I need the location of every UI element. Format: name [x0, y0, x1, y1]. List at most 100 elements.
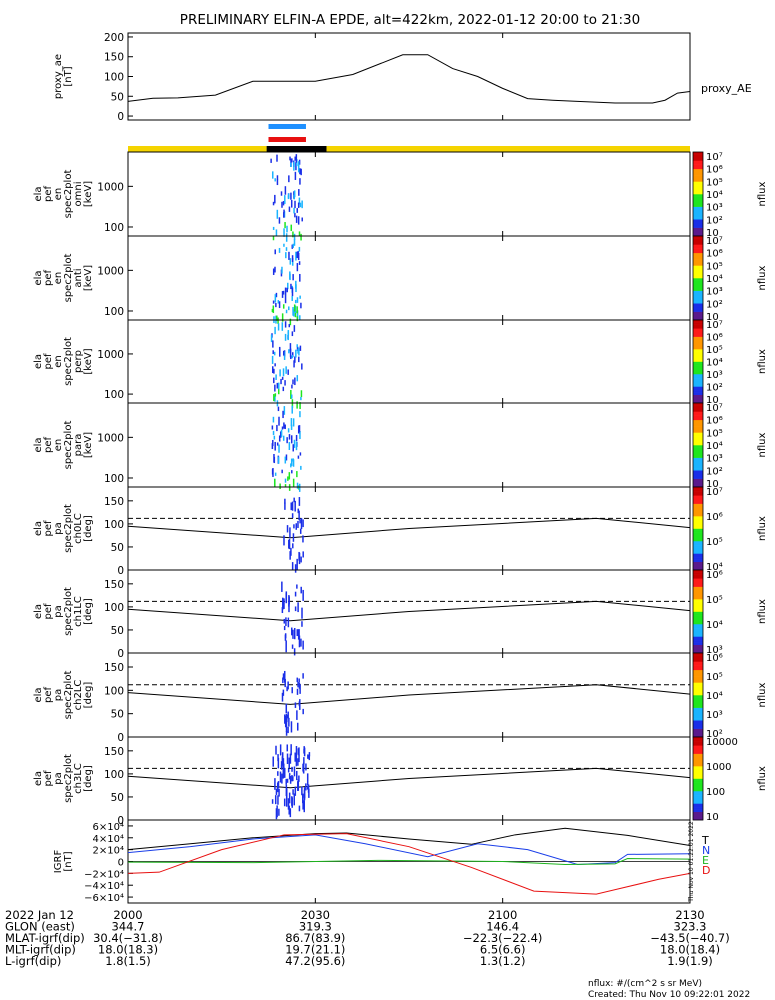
xaxis-row-value: 319.3	[299, 920, 332, 934]
ela_pef_pa_spec2plot_ch1LC-colorbar-cell	[693, 586, 703, 589]
ela_pef_en_spec2plot_para-colorbar-tick: 10⁴	[706, 441, 723, 452]
ela_pef_en_spec2plot_anti-pixel	[292, 307, 294, 316]
ela_pef_pa_spec2plot_ch2LC-colorbar-cell	[693, 707, 703, 710]
ela_pef_en_spec2plot_anti-pixel	[275, 292, 278, 298]
ela_pef_pa_spec2plot_ch3LC-colorbar-cell	[693, 809, 703, 812]
ela_pef_pa_spec2plot_ch0LC-pixel	[299, 519, 301, 524]
ela_pef_pa_spec2plot_ch2LC-colorbar-cell	[693, 728, 703, 731]
ela_pef_en_spec2plot_omni-colorbar-cell	[693, 217, 703, 220]
ela_pef_pa_spec2plot_ch2LC-pixel	[288, 717, 290, 727]
ela_pef_en_spec2plot_omni-pixel	[293, 233, 296, 241]
ela_pef_en_spec2plot_para-colorbar-cell	[693, 451, 703, 454]
ela_pef_pa_spec2plot_ch1LC-pixel	[302, 589, 304, 601]
ela_pef_pa_spec2plot_ch1LC-ylabel-line: ela	[33, 604, 44, 619]
ela_pef_pa_spec2plot_ch1LC-pixel	[288, 603, 290, 613]
ela_pef_pa_spec2plot_ch3LC-colorbar-cell	[693, 780, 703, 783]
ela_pef_pa_spec2plot_ch1LC-colorbar-cell	[693, 601, 703, 604]
ela_pef_en_spec2plot_anti-ylabel-line: [keV]	[83, 265, 94, 291]
nflux-units: nflux: #/(cm^2 s sr MeV)	[588, 979, 702, 989]
ela_pef_pa_spec2plot_ch2LC-colorbar-label: nflux	[757, 682, 768, 707]
ela_pef_pa_spec2plot_ch0LC-pixel	[300, 556, 302, 563]
ela_pef_en_spec2plot_para-colorbar-cell	[693, 428, 703, 431]
ela_pef_pa_spec2plot_ch1LC-pixel	[298, 635, 301, 648]
xaxis-row-value: 30.4(−31.8)	[93, 931, 163, 945]
ela_pef_en_spec2plot_para-pixel	[278, 444, 280, 453]
ela_pef_pa_spec2plot_ch2LC-pixel	[298, 701, 301, 706]
ela_pef_pa_spec2plot_ch2LC-pixel	[296, 677, 299, 683]
ela_pef_pa_spec2plot_ch1LC-colorbar-cell	[693, 630, 703, 633]
ela_pef_en_spec2plot_perp-colorbar-cell	[693, 328, 703, 331]
ela_pef_pa_spec2plot_ch3LC-pixel	[285, 784, 288, 797]
ela_pef_en_spec2plot_perp-pixel	[280, 378, 282, 385]
ela_pef_en_spec2plot_anti-colorbar-tick: 10⁶	[706, 249, 723, 260]
ela_pef_pa_spec2plot_ch1LC-pixel	[284, 634, 287, 641]
ela_pef_pa_spec2plot_ch2LC-colorbar-cell	[693, 682, 703, 685]
ela_pef_en_spec2plot_anti-colorbar-label: nflux	[757, 265, 768, 290]
ela_pef_pa_spec2plot_ch3LC-ylabel-line: ch3LC	[73, 763, 84, 794]
ela_pef_en_spec2plot_para-colorbar-tick: 10⁵	[706, 428, 723, 439]
ela_pef_pa_spec2plot_ch0LC-colorbar-label: nflux	[757, 516, 768, 541]
xaxis-row-value: 146.4	[486, 920, 519, 934]
ela_pef_pa_spec2plot_ch3LC-colorbar-tick: 10000	[706, 737, 738, 748]
ela_pef_en_spec2plot_omni-pixel	[276, 175, 279, 180]
ela_pef_en_spec2plot_anti-colorbar-tick: 10²	[706, 299, 723, 310]
igrf-series-E	[127, 858, 691, 865]
ela_pef_en_spec2plot_para-colorbar-cell	[693, 474, 703, 477]
ela_pef_en_spec2plot_para-colorbar-cell	[693, 478, 703, 481]
ela_pef_en_spec2plot_perp-pixel	[274, 393, 277, 397]
ela_pef_en_spec2plot_perp-pixel	[276, 382, 279, 389]
science-zone-bar-blue	[268, 124, 306, 129]
ela_pef_en_spec2plot_omni-colorbar-cell	[693, 225, 703, 228]
ela_pef_en_spec2plot_anti-pixel	[294, 299, 297, 304]
ela_pef_en_spec2plot_omni-colorbar-cell	[693, 202, 703, 205]
ela_pef_en_spec2plot_para-pixel	[287, 428, 290, 433]
ela_pef_en_spec2plot_omni-colorbar-label: nflux	[757, 181, 768, 206]
state-bar-segment	[326, 146, 690, 152]
ela_pef_en_spec2plot_omni-colorbar-cell	[693, 208, 703, 212]
ela_pef_en_spec2plot_perp-pixel	[274, 363, 276, 367]
ela_pef_pa_spec2plot_ch1LC-ylabel-line: [deg]	[83, 598, 94, 625]
ela_pef_en_spec2plot_anti-pixel	[296, 297, 299, 303]
ela_pef_en_spec2plot_omni-colorbar-cell	[693, 189, 703, 193]
ela_pef_en_spec2plot_anti-pixel	[293, 304, 296, 312]
ela_pef_en_spec2plot_anti-colorbar-cell	[693, 305, 703, 308]
ela_pef_en_spec2plot_perp-colorbar-cell	[693, 357, 703, 360]
ela_pef_pa_spec2plot_ch0LC-colorbar-cell	[693, 536, 703, 540]
ela_pef_en_spec2plot_para-pixel	[284, 424, 286, 430]
ela_pef_pa_spec2plot_ch3LC-colorbar-cell	[693, 788, 703, 792]
ela_pef_pa_spec2plot_ch0LC-ylabel-line: [deg]	[83, 515, 94, 542]
ela_pef_pa_spec2plot_ch3LC-pixel	[292, 789, 294, 795]
ela_pef_en_spec2plot_omni-colorbar-cell	[693, 212, 703, 216]
ela_pef_pa_spec2plot_ch3LC-pixel	[291, 766, 293, 772]
igrf-legend-T: T	[701, 834, 709, 847]
ela_pef_pa_spec2plot_ch3LC-pixel	[306, 773, 309, 786]
ela_pef_pa_spec2plot_ch2LC-pixel	[296, 722, 299, 731]
xaxis-row-value: 344.7	[112, 920, 145, 934]
ela_pef_en_spec2plot_perp-pixel	[288, 349, 290, 354]
ela_pef_pa_spec2plot_ch2LC-pixel	[285, 713, 288, 721]
ela_pef_en_spec2plot_omni-pixel	[283, 209, 285, 213]
ela_pef_pa_spec2plot_ch1LC-pixel	[296, 629, 299, 637]
ela_pef_pa_spec2plot_ch0LC-colorbar-tick: 10⁵	[706, 537, 723, 548]
ela_pef_pa_spec2plot_ch3LC-colorbar-cell	[693, 772, 703, 775]
ela_pef_pa_spec2plot_ch3LC-pixel	[302, 801, 304, 810]
ela_pef_en_spec2plot_omni-ytick-label: 1000	[97, 181, 124, 193]
ela_pef_pa_spec2plot_ch0LC-pixel	[291, 501, 294, 511]
ela_pef_pa_spec2plot_ch0LC-colorbar-cell	[693, 505, 703, 509]
ela_pef_en_spec2plot_omni-colorbar-cell	[693, 168, 703, 172]
ela_pef_pa_spec2plot_ch3LC-ylabel-line: spec2plot	[63, 754, 74, 803]
xaxis-row-label: MLAT-igrf(dip)	[5, 931, 85, 945]
ela_pef_pa_spec2plot_ch3LC-pixel	[289, 776, 292, 784]
ela_pef_pa_spec2plot_ch2LC-colorbar-cell	[693, 655, 703, 658]
ela_pef_en_spec2plot_omni-colorbar-cell	[693, 160, 703, 163]
ela_pef_en_spec2plot_perp-pixel	[277, 389, 280, 395]
ela_pef_en_spec2plot_anti-pixel	[291, 287, 294, 297]
ela_pef_en_spec2plot_omni-colorbar-tick: 10⁵	[706, 177, 723, 188]
ela_pef_en_spec2plot_perp-ytick-label: 1000	[97, 349, 124, 361]
ela_pef_en_spec2plot_omni-pixel	[301, 217, 303, 222]
ela_pef_pa_spec2plot_ch3LC-pixel	[285, 797, 288, 807]
ela_pef_en_spec2plot_perp-colorbar-tick: 10³	[706, 370, 723, 381]
ela_pef_en_spec2plot_para-colorbar-cell	[693, 449, 703, 452]
ela_pef_en_spec2plot_anti-colorbar-cell	[693, 238, 703, 241]
